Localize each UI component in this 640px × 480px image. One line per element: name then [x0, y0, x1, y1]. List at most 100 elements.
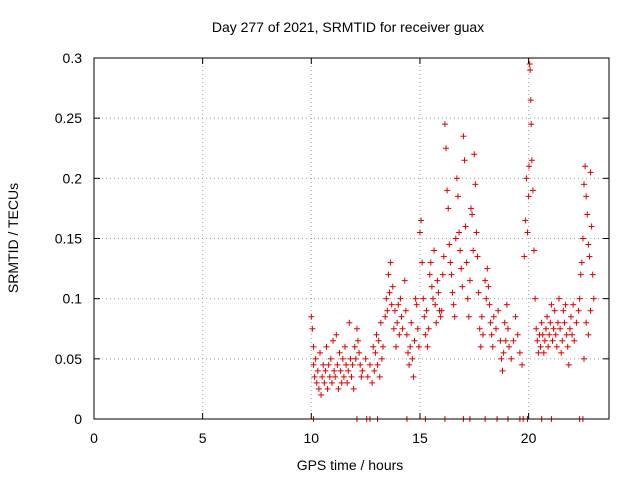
data-point [548, 301, 555, 308]
data-point [439, 271, 446, 278]
data-point [383, 295, 390, 302]
data-point [581, 181, 588, 188]
data-point [380, 343, 387, 350]
data-point [350, 385, 357, 392]
data-point [497, 337, 504, 344]
data-point [453, 175, 460, 182]
data-point [577, 271, 584, 278]
data-point [328, 379, 335, 386]
data-point [472, 181, 479, 188]
data-point [446, 241, 453, 248]
data-point [377, 319, 384, 326]
data-point [309, 325, 316, 332]
data-point [510, 337, 517, 344]
data-point [376, 373, 383, 380]
data-point [339, 355, 346, 362]
data-point [387, 259, 394, 266]
data-point [516, 349, 523, 356]
data-point [425, 325, 432, 332]
data-point [557, 325, 564, 332]
data-point [404, 349, 411, 356]
data-point [394, 319, 401, 326]
data-point [479, 331, 486, 338]
data-point [310, 361, 317, 368]
data-point [371, 367, 378, 374]
y-tick-label: 0.1 [63, 291, 83, 307]
data-point [587, 307, 594, 314]
data-point [324, 385, 331, 392]
data-point [414, 325, 421, 332]
data-point [372, 349, 379, 356]
data-point [418, 217, 425, 224]
data-point [459, 283, 466, 290]
data-point [406, 361, 413, 368]
data-point [353, 325, 360, 332]
data-point [471, 151, 478, 158]
data-point [458, 265, 465, 272]
data-point [449, 289, 456, 296]
data-point [457, 247, 464, 254]
data-point [312, 355, 319, 362]
data-point [316, 349, 323, 356]
data-point [470, 247, 477, 254]
data-point [469, 211, 476, 218]
data-point [410, 373, 417, 380]
data-point [578, 259, 585, 266]
data-point [550, 325, 557, 332]
data-point [478, 313, 485, 320]
data-point [559, 337, 566, 344]
data-point [589, 271, 596, 278]
data-point [474, 253, 481, 260]
data-point [420, 295, 427, 302]
data-point [424, 343, 431, 350]
data-point [416, 229, 423, 236]
data-point [546, 331, 553, 338]
data-point [563, 331, 570, 338]
data-point [332, 373, 339, 380]
data-point [443, 145, 450, 152]
data-point [308, 313, 315, 320]
x-axis-label: GPS time / hours [297, 457, 404, 473]
data-point [535, 349, 542, 356]
data-point [552, 331, 559, 338]
data-point [310, 343, 317, 350]
data-point [564, 343, 571, 350]
data-point [551, 307, 558, 314]
data-point [398, 313, 405, 320]
data-point [581, 355, 588, 362]
data-point [540, 349, 547, 356]
data-point [464, 295, 471, 302]
data-point [323, 343, 330, 350]
data-point [566, 325, 573, 332]
data-point [327, 355, 334, 362]
data-point [525, 193, 532, 200]
data-point [571, 337, 578, 344]
data-point [466, 277, 473, 284]
data-point [386, 289, 393, 296]
data-point [585, 241, 592, 248]
data-point [526, 61, 533, 68]
plot-frame [93, 57, 610, 420]
data-point [528, 157, 535, 164]
data-point [340, 373, 347, 380]
data-point [558, 349, 565, 356]
y-tick-label: 0.2 [63, 170, 83, 186]
x-tick-label: 10 [304, 430, 320, 446]
data-point [382, 313, 389, 320]
data-point [514, 331, 521, 338]
data-point [473, 229, 480, 236]
data-point [396, 331, 403, 338]
data-point [347, 355, 354, 362]
data-point [586, 253, 593, 260]
data-point [422, 331, 429, 338]
data-point [463, 259, 470, 266]
data-point [399, 325, 406, 332]
data-point [403, 331, 410, 338]
data-point [584, 211, 591, 218]
data-point [502, 337, 509, 344]
data-point [484, 265, 491, 272]
data-point [421, 313, 428, 320]
data-point [488, 331, 495, 338]
data-point [412, 295, 419, 302]
